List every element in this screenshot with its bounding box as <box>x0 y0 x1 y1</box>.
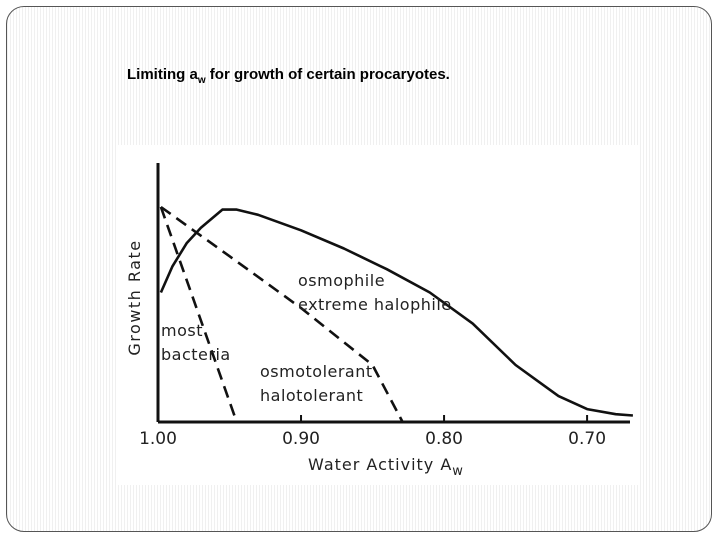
x-axis-label: Water Activity Aw <box>308 455 464 479</box>
series-label-osmophile: osmophile <box>298 271 385 290</box>
series-labels: osmophile extreme halophile most bacteria os… <box>161 271 452 405</box>
y-axis-label: Growth Rate <box>125 239 144 355</box>
series-label-osmophile: extreme halophile <box>298 295 452 314</box>
series-label-most-bacteria: bacteria <box>161 345 231 364</box>
chart-axes <box>156 163 630 424</box>
x-tick-label: 0.70 <box>568 429 606 449</box>
slide-title: Limiting aw for growth of certain procar… <box>127 66 450 86</box>
series-group <box>159 205 633 423</box>
series-label-osmotolerant: osmotolerant <box>260 362 373 381</box>
series-line-osmotolerant <box>160 205 404 423</box>
x-tick-label: 0.90 <box>282 429 320 449</box>
series-label-most-bacteria: most <box>161 321 203 340</box>
x-ticks: 1.00 0.90 0.80 0.70 <box>139 415 606 449</box>
x-tick-label: 0.80 <box>425 429 463 449</box>
growth-rate-chart: 1.00 0.90 0.80 0.70 osmophile extreme haloph… <box>118 145 638 485</box>
series-label-osmotolerant: halotolerant <box>260 386 363 405</box>
series-line-most-bacteria <box>159 206 238 423</box>
x-tick-label: 1.00 <box>139 429 177 449</box>
